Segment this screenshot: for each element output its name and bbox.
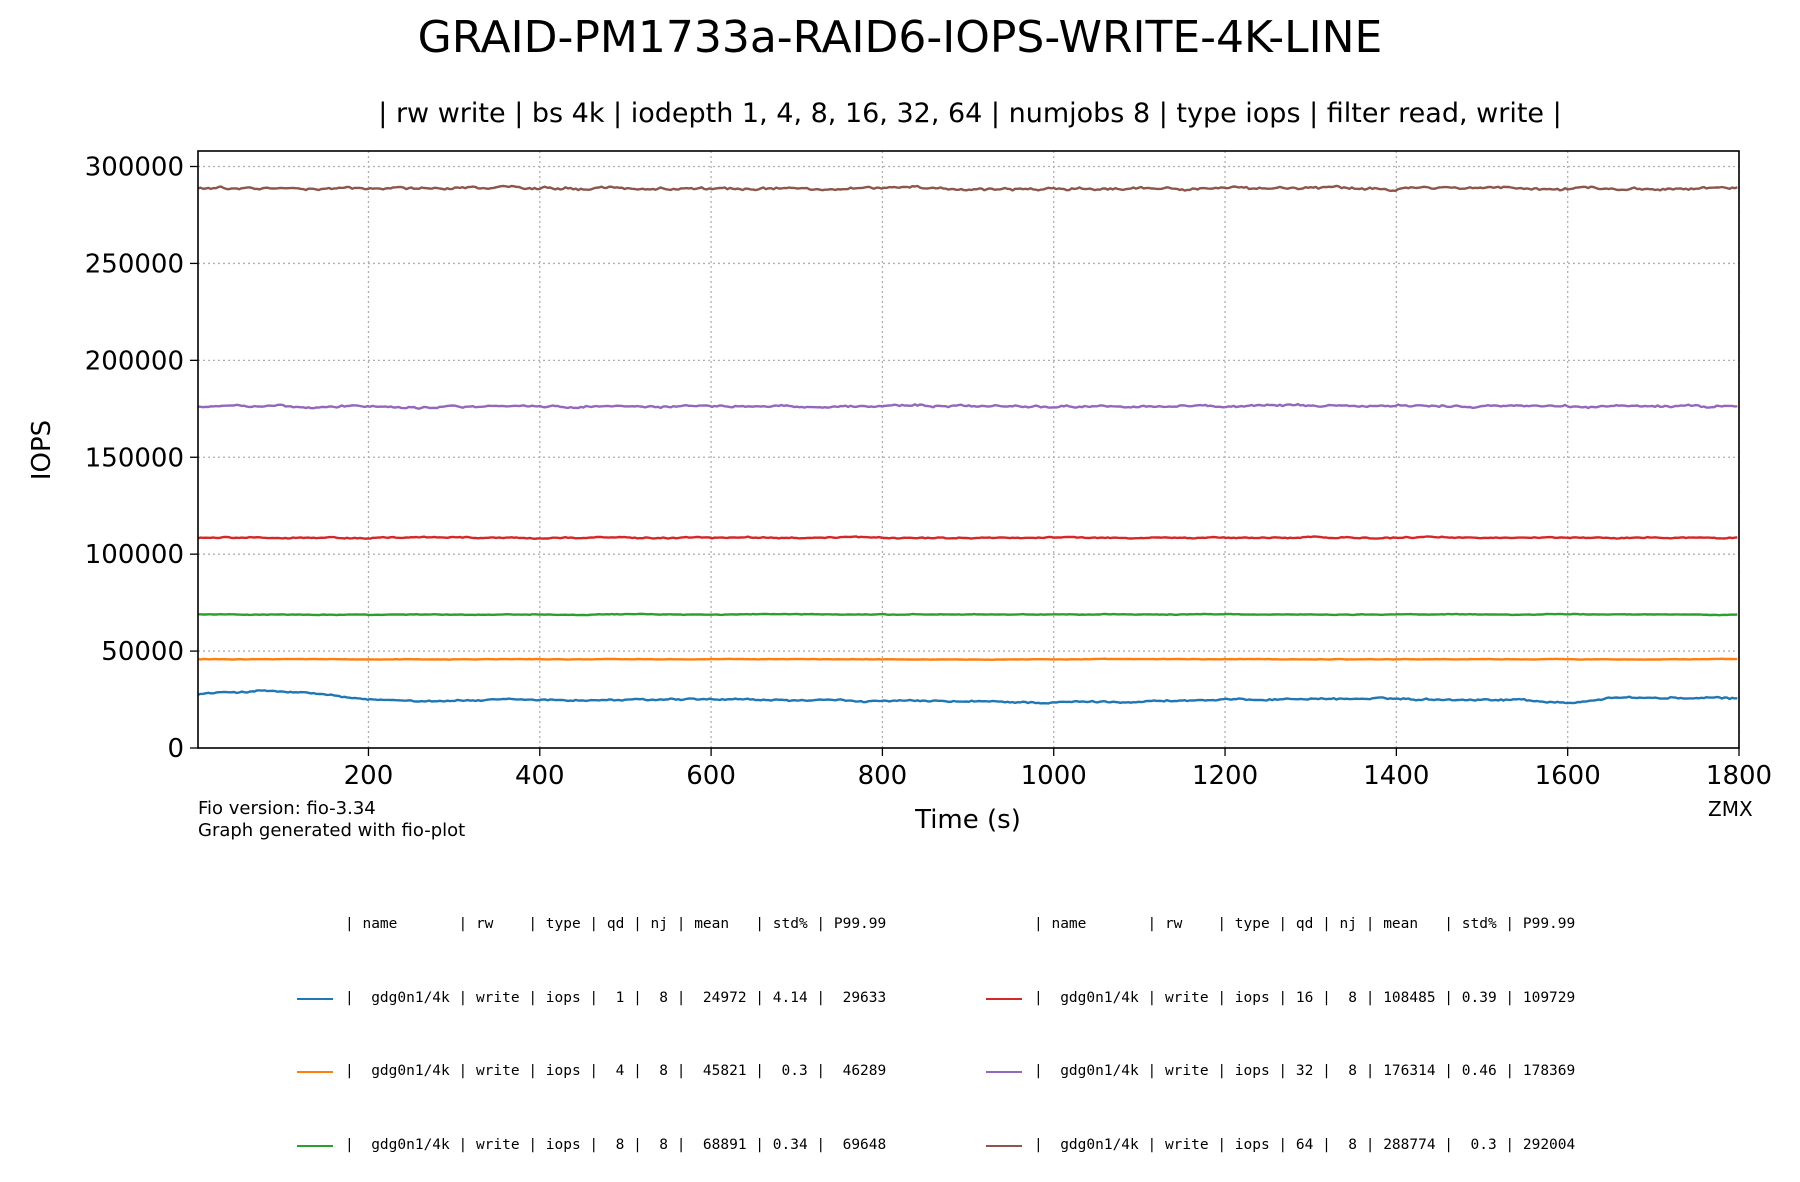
y-tick-label: 200000 bbox=[85, 346, 184, 376]
y-tick-label: 100000 bbox=[85, 540, 184, 570]
y-axis-label: IOPS bbox=[27, 420, 57, 480]
chart-canvas: 200 400 600 800 1000 1200 1400 1600 1800 0 50000 10… bbox=[27, 150, 1772, 835]
series-line bbox=[197, 657, 1738, 661]
x-tick-label: 1000 bbox=[1021, 761, 1087, 791]
legend-row: | gdg0n1/4k | write | iops | 16 | 8 | 10… bbox=[986, 986, 1575, 1011]
plot-frame bbox=[197, 150, 1740, 749]
legend-row: | gdg0n1/4k | write | iops | 4 | 8 | 458… bbox=[297, 1059, 886, 1084]
series-line bbox=[197, 535, 1738, 540]
legend-right: | name | rw | type | qd | nj | mean | st… bbox=[986, 863, 1576, 1182]
series-line bbox=[197, 402, 1738, 410]
legend-swatch bbox=[297, 1071, 333, 1073]
x-tick-label: 800 bbox=[858, 761, 908, 791]
legend-swatch bbox=[986, 1144, 1022, 1147]
x-tick-label: 1400 bbox=[1363, 761, 1429, 791]
legend-swatch bbox=[297, 997, 333, 1000]
legend-row: | gdg0n1/4k | write | iops | 1 | 8 | 249… bbox=[297, 986, 886, 1011]
grid-lines bbox=[198, 151, 1740, 748]
y-tick-label: 0 bbox=[167, 734, 184, 764]
chart-subtitle: | rw write | bs 4k | iodepth 1, 4, 8, 16… bbox=[378, 98, 1562, 129]
legend-row: | gdg0n1/4k | write | iops | 8 | 8 | 688… bbox=[297, 1133, 886, 1158]
y-tick-label: 300000 bbox=[85, 153, 184, 183]
fio-version-note: Fio version: fio-3.34 bbox=[198, 798, 376, 819]
series-line bbox=[197, 184, 1738, 193]
legend-swatch bbox=[986, 1071, 1022, 1073]
y-tick-label: 50000 bbox=[101, 637, 184, 667]
chart-title: GRAID-PM1733a-RAID6-IOPS-WRITE-4K-LINE bbox=[417, 12, 1383, 63]
legend-left: | name | rw | type | qd | nj | mean | st… bbox=[297, 863, 887, 1182]
legend-swatch bbox=[986, 997, 1022, 1000]
legend-row: | gdg0n1/4k | write | iops | 64 | 8 | 28… bbox=[986, 1133, 1575, 1158]
y-tick-label: 150000 bbox=[85, 443, 184, 473]
x-axis-label: Time (s) bbox=[914, 805, 1021, 835]
legend-row: | gdg0n1/4k | write | iops | 32 | 8 | 17… bbox=[986, 1059, 1575, 1084]
legend-header: | name | rw | type | qd | nj | mean | st… bbox=[345, 916, 887, 932]
legend-header: | name | rw | type | qd | nj | mean | st… bbox=[1034, 916, 1576, 932]
axes: 200 400 600 800 1000 1200 1400 1600 1800 0 50000 10… bbox=[85, 153, 1772, 791]
y-tick-label: 250000 bbox=[85, 249, 184, 279]
corner-label: ZMX bbox=[1708, 797, 1753, 821]
x-tick-label: 200 bbox=[344, 761, 394, 791]
series-line bbox=[198, 612, 1738, 617]
x-tick-label: 1800 bbox=[1706, 761, 1772, 791]
legend-swatch bbox=[297, 1144, 333, 1147]
x-tick-label: 1200 bbox=[1192, 761, 1258, 791]
x-tick-label: 400 bbox=[515, 761, 565, 791]
generator-note: Graph generated with fio-plot bbox=[198, 820, 466, 841]
series-line bbox=[197, 689, 1738, 705]
x-tick-label: 600 bbox=[686, 761, 736, 791]
x-tick-label: 1600 bbox=[1535, 761, 1601, 791]
series-lines bbox=[197, 184, 1738, 705]
